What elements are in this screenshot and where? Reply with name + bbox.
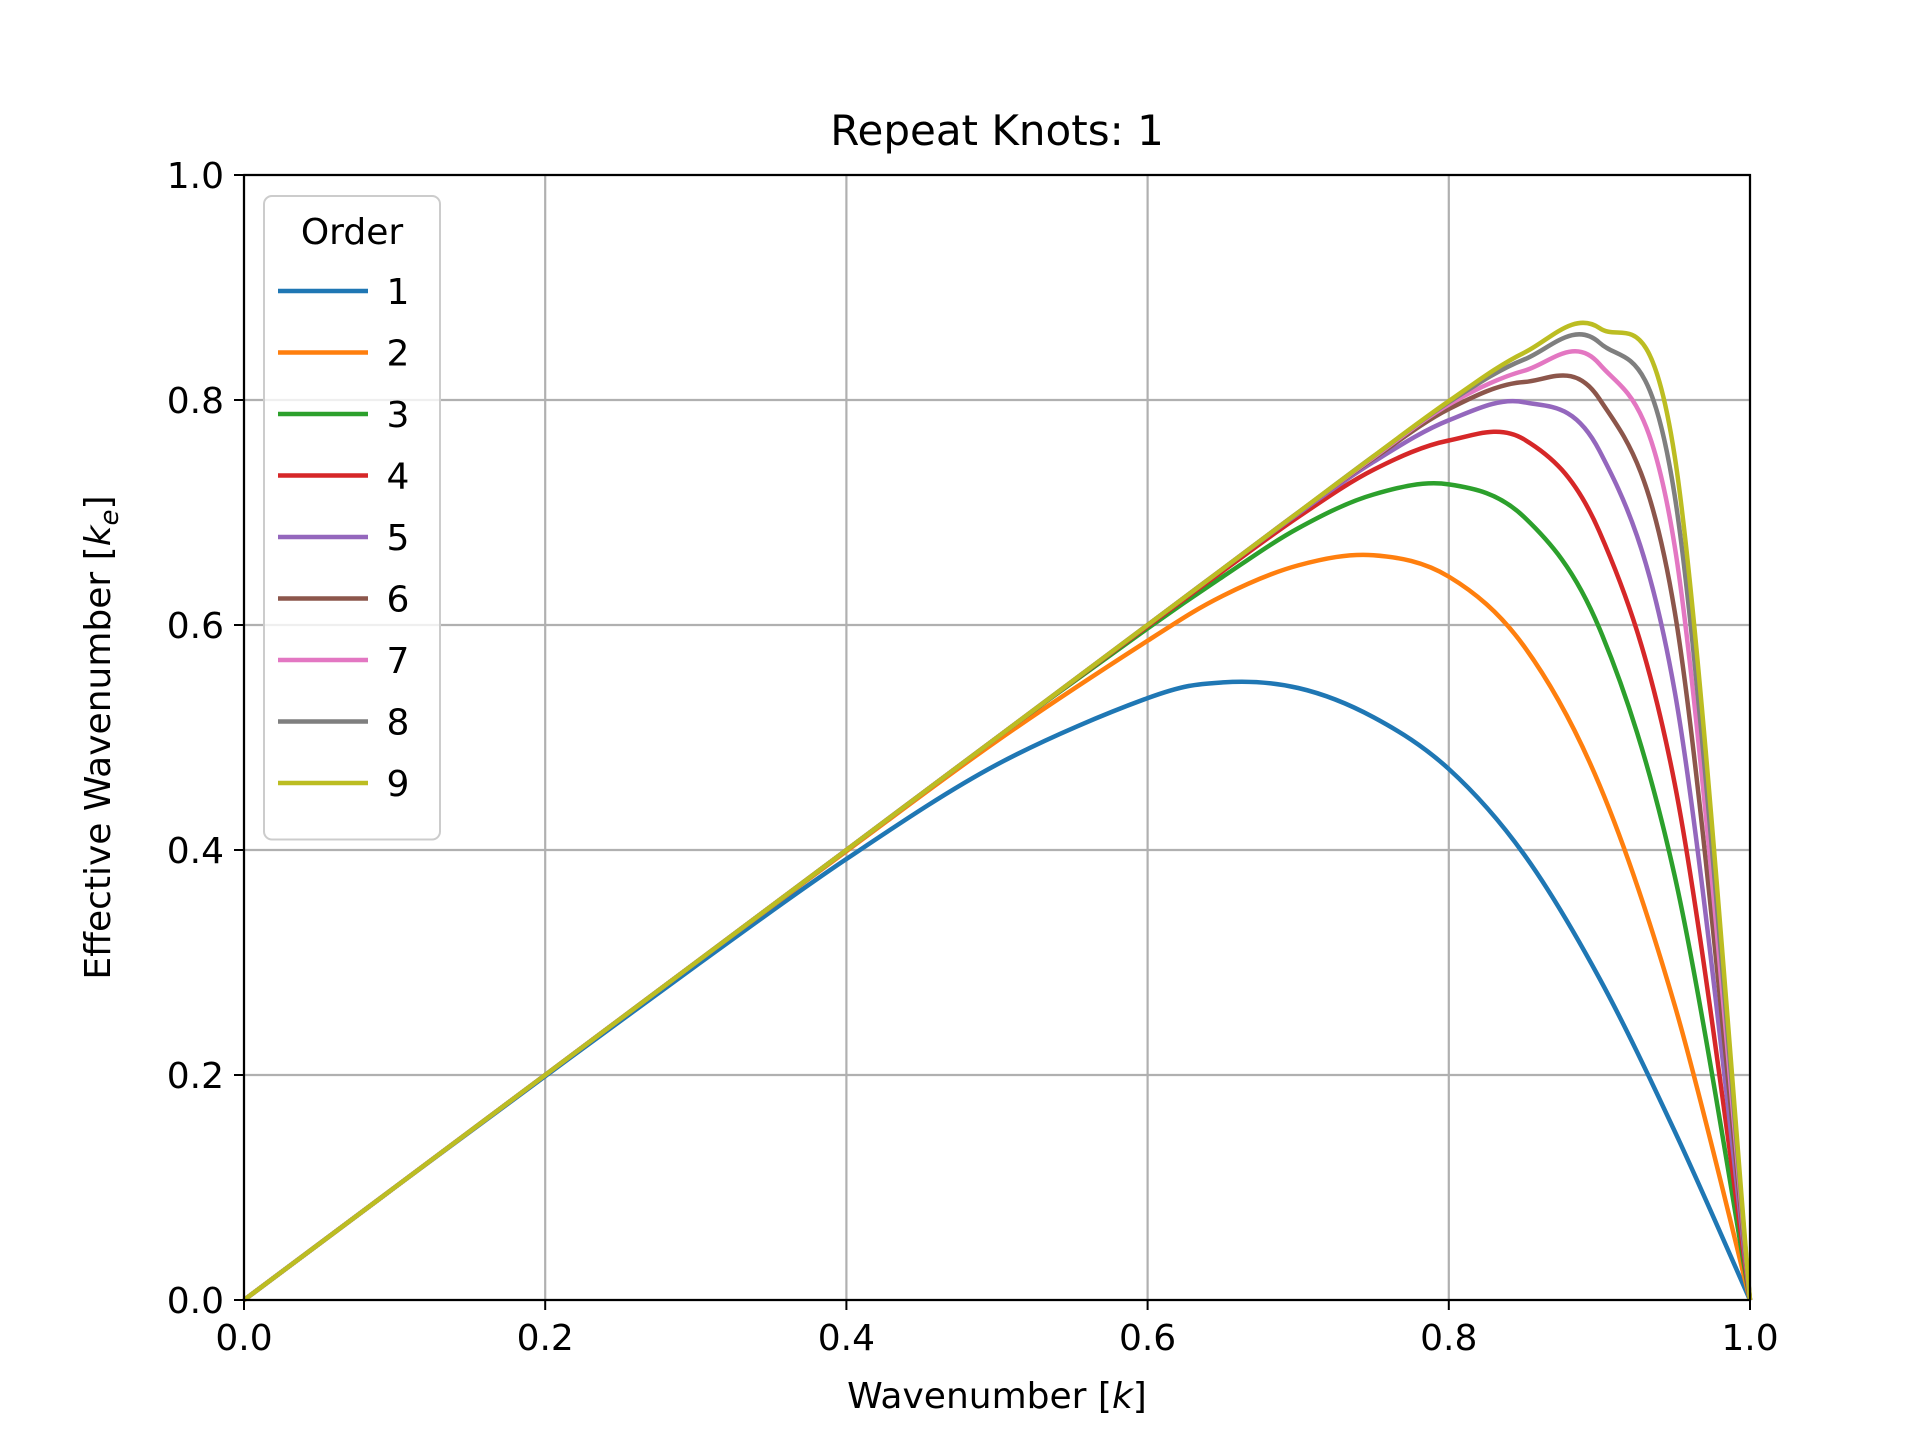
- x-tick-label: 0.0: [215, 1318, 272, 1359]
- legend-label-order-2: 2: [387, 334, 410, 375]
- y-tick-label: 0.4: [167, 831, 224, 872]
- chart-title: Repeat Knots: 1: [830, 106, 1164, 155]
- x-tick-label: 0.8: [1420, 1318, 1477, 1359]
- series-line-order-4: [242, 429, 1753, 1302]
- plot-frame: [242, 173, 1752, 1302]
- y-tick-label: 0.6: [167, 606, 224, 647]
- x-tick-label: 0.2: [517, 1318, 574, 1359]
- axis-ticks: 0.0 0.2 0.4 0.6 0.8 1.0 0.0 0.2 0.4 0.6 0.8 1.0: [167, 156, 1779, 1359]
- y-tick-label: 0.2: [167, 1056, 224, 1097]
- legend-label-order-9: 9: [387, 764, 410, 805]
- series-line-order-3: [242, 481, 1753, 1302]
- y-tick-label: 0.0: [167, 1281, 224, 1322]
- legend-label-order-5: 5: [387, 518, 410, 559]
- legend-title: Order: [301, 212, 404, 253]
- series-line-order-2: [242, 552, 1753, 1302]
- x-tick-label: 0.6: [1119, 1318, 1176, 1359]
- legend-label-order-6: 6: [387, 580, 410, 621]
- legend: Order 1 2 3 4 5 6 7 8 9: [263, 195, 441, 841]
- series-line-order-9: [242, 320, 1753, 1302]
- legend-label-order-1: 1: [387, 272, 410, 313]
- y-tick-label: 0.8: [167, 381, 224, 422]
- y-tick-label: 1.0: [167, 156, 224, 197]
- series-group: [242, 320, 1753, 1302]
- legend-label-order-7: 7: [387, 641, 410, 682]
- series-line-order-7: [242, 349, 1753, 1302]
- legend-box: [263, 195, 441, 841]
- x-tick-label: 0.4: [818, 1318, 875, 1359]
- x-tick-label: 1.0: [1721, 1318, 1778, 1359]
- y-axis-label: Effective Wavenumber [ke]: [78, 495, 125, 979]
- x-axis-label: Wavenumber [k]: [847, 1376, 1147, 1417]
- series-line-order-1: [242, 679, 1753, 1302]
- series-line-order-8: [242, 332, 1753, 1302]
- legend-label-order-3: 3: [387, 395, 410, 436]
- legend-label-order-4: 4: [387, 457, 410, 498]
- legend-label-order-8: 8: [387, 703, 410, 744]
